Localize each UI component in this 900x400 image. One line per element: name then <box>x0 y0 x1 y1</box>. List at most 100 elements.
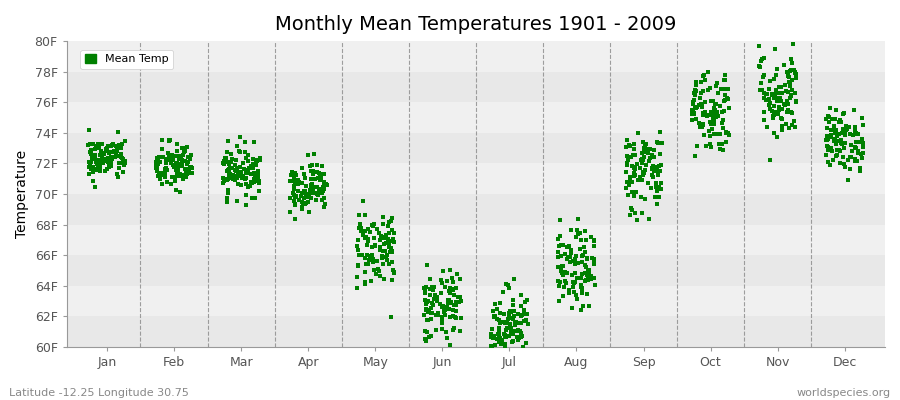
Point <box>364 278 378 284</box>
Point <box>435 326 449 332</box>
Point <box>506 338 520 344</box>
Point <box>429 326 444 333</box>
Point <box>819 137 833 143</box>
Point <box>283 209 297 215</box>
Point <box>642 146 656 152</box>
Point <box>775 127 789 133</box>
Point <box>773 114 788 121</box>
Text: worldspecies.org: worldspecies.org <box>796 388 891 398</box>
Point <box>688 103 703 110</box>
Point <box>113 144 128 151</box>
Point <box>175 163 189 170</box>
Point <box>118 158 132 164</box>
Point <box>95 160 110 166</box>
Point <box>784 93 798 99</box>
Point <box>698 77 713 83</box>
Point <box>358 255 373 261</box>
Point <box>500 282 515 288</box>
Point <box>784 109 798 116</box>
Point <box>421 298 436 305</box>
Point <box>554 278 568 285</box>
Point <box>251 174 266 181</box>
Point <box>298 188 312 194</box>
Point <box>494 350 508 357</box>
Point <box>506 315 520 322</box>
Point <box>788 70 802 76</box>
Point <box>102 161 116 167</box>
Point <box>563 247 578 253</box>
Point <box>452 299 466 306</box>
Point <box>88 146 103 152</box>
Point <box>441 300 455 306</box>
Point <box>766 115 780 122</box>
Point <box>419 301 434 308</box>
Point <box>375 248 390 254</box>
Point <box>828 130 842 137</box>
Point <box>831 137 845 144</box>
Point <box>152 158 166 165</box>
Point <box>500 324 515 331</box>
Point <box>639 147 653 153</box>
Point <box>231 148 246 154</box>
Point <box>760 91 774 98</box>
Point <box>752 43 767 50</box>
Point <box>168 162 183 169</box>
Point <box>580 256 594 262</box>
Point <box>417 284 431 291</box>
Point <box>84 159 98 166</box>
Point <box>562 286 576 293</box>
Point <box>302 193 316 199</box>
Point <box>386 269 400 276</box>
Point <box>230 172 245 178</box>
Point <box>284 169 299 176</box>
Point <box>620 162 634 168</box>
Point <box>643 158 657 164</box>
Point <box>157 154 171 160</box>
Point <box>770 98 784 104</box>
Point <box>370 226 384 232</box>
Point <box>832 147 846 154</box>
Point <box>694 90 708 96</box>
Point <box>425 284 439 290</box>
Point <box>294 180 309 186</box>
Point <box>638 142 652 149</box>
Point <box>420 317 435 324</box>
Point <box>361 261 375 267</box>
Point <box>784 56 798 62</box>
Point <box>371 266 385 272</box>
Point <box>755 56 770 62</box>
Point <box>238 191 253 198</box>
Point <box>510 326 525 333</box>
Point <box>171 173 185 179</box>
Point <box>483 331 498 337</box>
Point <box>92 158 106 164</box>
Point <box>716 147 730 154</box>
Point <box>587 243 601 249</box>
Point <box>578 270 592 276</box>
Point <box>634 157 648 164</box>
Point <box>517 318 531 324</box>
Point <box>829 127 843 133</box>
Point <box>766 113 780 120</box>
Point <box>554 267 569 274</box>
Point <box>850 131 865 137</box>
Point <box>358 234 373 241</box>
Point <box>439 329 454 336</box>
Point <box>436 359 451 365</box>
Point <box>443 267 457 274</box>
Point <box>236 173 250 179</box>
Point <box>552 243 566 250</box>
Point <box>856 140 870 147</box>
Point <box>97 151 112 157</box>
Point <box>635 156 650 163</box>
Point <box>435 319 449 326</box>
Point <box>382 223 396 229</box>
Point <box>304 184 319 191</box>
Point <box>162 153 176 160</box>
Point <box>291 188 305 194</box>
Point <box>624 179 638 185</box>
Point <box>694 100 708 107</box>
Point <box>386 269 400 275</box>
Point <box>101 159 115 165</box>
Point <box>760 97 774 103</box>
